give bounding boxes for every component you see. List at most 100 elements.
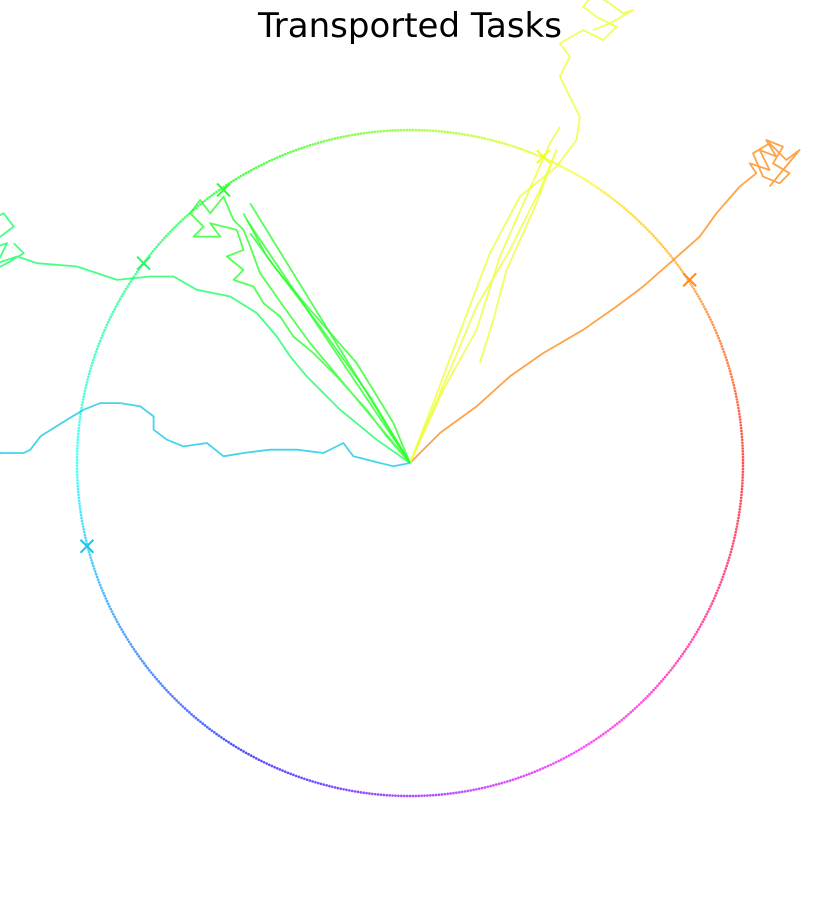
- circle-dot: [728, 553, 732, 557]
- circle-dot: [196, 204, 200, 208]
- circle-dot: [185, 214, 189, 217]
- circle-dot: [76, 487, 80, 491]
- circle-dot: [81, 400, 84, 404]
- circle-dot: [599, 734, 603, 738]
- circle-dot: [730, 375, 734, 379]
- circle-dot: [494, 140, 498, 143]
- circle-dot: [278, 155, 282, 158]
- circle-dot: [247, 752, 250, 756]
- circle-dot: [267, 763, 271, 767]
- circle-dot: [148, 254, 151, 258]
- circle-dot: [270, 764, 274, 768]
- circle-dot: [486, 785, 490, 789]
- circle-dot: [620, 718, 624, 722]
- circle-dot: [452, 791, 455, 795]
- task-yellow-trajectory: [409, 126, 561, 464]
- circle-dot: [262, 760, 266, 764]
- circle-dot: [85, 381, 89, 384]
- circle-dot: [342, 135, 345, 139]
- circle-dot: [77, 499, 81, 503]
- circle-dot: [506, 143, 509, 146]
- circle-dot: [281, 769, 284, 773]
- circle-dot: [283, 770, 287, 774]
- circle-dot: [345, 788, 348, 792]
- circle-dot: [477, 135, 481, 139]
- circle-dot: [552, 762, 555, 765]
- circle-dot: [82, 528, 86, 531]
- circle-dot: [740, 429, 743, 433]
- circle-dot: [642, 224, 645, 227]
- circle-dot: [127, 640, 131, 644]
- circle-dot: [449, 131, 452, 134]
- circle-dot: [402, 794, 406, 798]
- circle-dot: [715, 591, 718, 595]
- circle-dot: [78, 502, 81, 505]
- circle-dot: [118, 625, 122, 629]
- circle-dot: [84, 383, 88, 387]
- circle-dot: [716, 589, 720, 592]
- circle-dot: [252, 167, 256, 171]
- circle-dot: [500, 141, 504, 145]
- circle-dot: [359, 132, 363, 136]
- circle-dot: [224, 739, 228, 743]
- circle-dot: [674, 662, 678, 665]
- circle-dot: [431, 793, 435, 797]
- circle-dot: [405, 128, 409, 132]
- circle-dot: [629, 212, 633, 215]
- circle-dot: [477, 787, 481, 791]
- circle-dot: [423, 794, 426, 798]
- circle-dot: [420, 794, 423, 798]
- circle-dot: [720, 345, 724, 348]
- circle-dot: [181, 218, 185, 221]
- circle-dot: [311, 143, 314, 146]
- circle-dot: [494, 783, 498, 787]
- circle-dot: [220, 736, 223, 739]
- circle-dot: [127, 282, 131, 286]
- circle-dot: [297, 775, 301, 779]
- circle-dot: [179, 220, 183, 223]
- circle-dot: [570, 170, 573, 174]
- circle-dot: [388, 794, 392, 797]
- circle-dot: [203, 724, 207, 727]
- circle-dot: [423, 128, 426, 132]
- circle-dot: [652, 234, 655, 238]
- circle-dot: [530, 771, 534, 775]
- circle-dot: [130, 645, 134, 649]
- circle-dot: [77, 493, 80, 497]
- circle-dot: [382, 129, 386, 133]
- circle-dot: [153, 675, 157, 679]
- circle-dot: [151, 249, 155, 253]
- circle-dot: [93, 570, 97, 573]
- circle-dot: [658, 241, 661, 244]
- circle-dot: [530, 151, 534, 155]
- circle-dot: [701, 302, 705, 306]
- circle-dot: [575, 750, 578, 753]
- circle-dot: [733, 386, 736, 390]
- circle-dot: [350, 789, 354, 793]
- circle-dot: [737, 406, 740, 410]
- circle-dot: [672, 664, 676, 668]
- circle-dot: [737, 510, 741, 514]
- circle-dot: [577, 174, 581, 178]
- circle-dot: [691, 285, 694, 288]
- circle-dot: [92, 355, 96, 359]
- circle-dot: [336, 786, 340, 790]
- circle-dot: [98, 339, 102, 343]
- circle-dot: [339, 135, 343, 139]
- circle-dot: [652, 688, 655, 692]
- circle-dot: [114, 617, 118, 621]
- circle-dot: [249, 169, 253, 172]
- circle-dot: [302, 777, 306, 781]
- circle-dot: [463, 133, 467, 136]
- circle-dot: [577, 748, 581, 752]
- circle-dot: [582, 177, 586, 181]
- circle-dot: [637, 703, 641, 706]
- circle-dot: [597, 736, 600, 739]
- circle-dot: [661, 245, 665, 249]
- circle-dot: [735, 398, 739, 401]
- circle-dot: [359, 790, 363, 794]
- circle-dot: [212, 192, 216, 195]
- circle-dot: [722, 572, 726, 576]
- circle-dot: [94, 350, 98, 354]
- circle-dot: [711, 599, 715, 603]
